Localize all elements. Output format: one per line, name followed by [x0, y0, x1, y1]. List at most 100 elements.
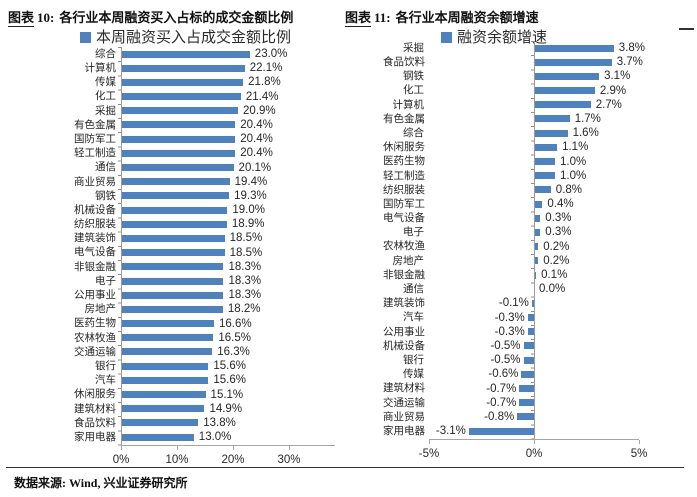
chart-row: 农林牧渔 0.2%: [383, 240, 697, 254]
value-label: 18.3%: [228, 275, 262, 287]
category-label: 交通运输: [383, 396, 425, 409]
row-plot: 20.4%: [121, 118, 335, 132]
value-label: 2.9%: [599, 84, 627, 97]
row-plot: 16.6%: [121, 317, 335, 331]
row-plot: -3.1%: [429, 424, 639, 438]
category-label: 银行: [95, 359, 116, 372]
row-plot: 16.5%: [121, 331, 335, 345]
value-label: 15.6%: [213, 374, 246, 387]
figure10-x-axis: 0% 10% 20% 30%: [113, 444, 335, 472]
value-label: 16.5%: [218, 331, 251, 344]
category-axis-line: [121, 47, 122, 445]
category-label: 国防军工: [74, 132, 116, 145]
bar: [534, 186, 551, 194]
legend-label: 本周融资买入占成交金额比例: [96, 29, 292, 46]
category-label: 机械设备: [74, 203, 116, 216]
value-label: 18.2%: [227, 303, 261, 316]
category-label: 综合: [95, 47, 116, 60]
value-label: 19.0%: [232, 204, 265, 217]
chart-row: 汽车 -0.3%: [383, 311, 697, 325]
x-tick-mark: [429, 439, 430, 444]
value-label: 1.1%: [562, 141, 589, 154]
bar: [121, 178, 230, 186]
category-label: 建筑材料: [383, 382, 425, 395]
value-label: 15.1%: [210, 388, 244, 401]
chart-figure11-financing-balance-growth: 融资余额增速 采掘 3.8% 食品饮料 3.7% 钢铁 3.1% 化工 2.9% 计算机 2.7%…: [383, 30, 697, 466]
x-tick-mark: [534, 439, 535, 444]
figure10-title: 图表 10: 各行业本周融资买入占标的成交金额比例: [8, 7, 294, 27]
bar: [517, 413, 534, 421]
figure10-title-number: 10:: [37, 10, 55, 25]
value-label: 21.4%: [245, 90, 279, 103]
legend-swatch-icon: [441, 32, 452, 43]
x-tick-label: 0%: [525, 447, 543, 460]
chart-row: 传媒 -0.6%: [383, 367, 697, 381]
chart-row: 房地产 0.2%: [383, 254, 697, 268]
chart-row: 采掘 3.8%: [383, 41, 697, 55]
value-label: 13.8%: [203, 416, 236, 429]
chart-row: 非银金融 0.1%: [383, 268, 697, 282]
category-label: 医药生物: [74, 317, 116, 330]
row-plot: 1.0%: [429, 155, 639, 169]
value-label: -0.3%: [494, 325, 525, 338]
figure11-title-number: 11:: [374, 10, 391, 25]
chart-row: 电气设备 18.5%: [36, 246, 341, 260]
chart-row: 钢铁 19.3%: [36, 189, 341, 203]
chart-row: 机械设备 -0.5%: [383, 339, 697, 353]
chart-row: 轻工制造 20.4%: [36, 146, 341, 160]
category-label: 汽车: [95, 374, 116, 387]
figure11-legend: 融资余额增速: [441, 30, 697, 45]
chart-row: 建筑装饰 -0.1%: [383, 296, 697, 310]
value-label: -0.3%: [494, 311, 525, 324]
row-plot: 18.3%: [121, 260, 335, 274]
row-plot: 18.2%: [121, 302, 335, 316]
chart-row: 化工 21.4%: [36, 90, 341, 104]
chart-row: 电气设备 0.3%: [383, 211, 697, 225]
legend-swatch-icon: [80, 32, 91, 43]
chart-row: 传媒 21.8%: [36, 75, 341, 89]
category-label: 化工: [403, 84, 424, 97]
figure11-plot-area: 采掘 3.8% 食品饮料 3.7% 钢铁 3.1% 化工 2.9% 计算机 2.7% 有色金属 1.7…: [383, 41, 697, 440]
bar: [519, 399, 534, 407]
bar: [534, 129, 568, 137]
row-plot: 20.4%: [121, 132, 335, 146]
row-plot: 15.6%: [121, 373, 335, 387]
category-label: 计算机: [392, 98, 425, 111]
row-plot: 21.8%: [121, 75, 335, 89]
category-label: 电气设备: [74, 246, 116, 259]
bar: [468, 427, 534, 435]
bar: [121, 362, 209, 370]
row-plot: 16.3%: [121, 345, 335, 359]
row-plot: 14.9%: [121, 402, 335, 416]
chart-row: 国防军工 20.4%: [36, 132, 341, 146]
value-label: 0.8%: [555, 183, 583, 196]
bar: [121, 220, 227, 228]
bar: [519, 385, 534, 392]
value-label: 0.2%: [543, 240, 570, 253]
category-label: 电气设备: [383, 212, 425, 225]
chart-row: 通信 20.1%: [36, 161, 341, 175]
chart-row: 食品饮料 3.7%: [383, 55, 697, 69]
chart-row: 建筑材料 -0.7%: [383, 382, 697, 396]
figure10-title-text: 各行业本周融资买入占标的成交金额比例: [59, 10, 294, 25]
row-plot: -0.7%: [429, 382, 639, 396]
row-plot: 18.9%: [121, 217, 335, 231]
value-label: 13.0%: [198, 431, 232, 444]
value-label: 1.7%: [574, 112, 601, 125]
chart-row: 休闲服务 1.1%: [383, 140, 697, 154]
category-label: 公用事业: [74, 289, 116, 302]
value-label: 1.0%: [560, 169, 587, 182]
category-label: 电子: [95, 274, 116, 287]
chart-row: 医药生物 1.0%: [383, 155, 697, 169]
category-label: 银行: [403, 353, 424, 366]
bar: [534, 200, 543, 208]
category-label: 轻工制造: [74, 147, 116, 160]
category-label: 通信: [403, 283, 424, 296]
chart-row: 医药生物 16.6%: [36, 317, 341, 331]
bar: [121, 249, 225, 257]
bar: [121, 164, 234, 171]
category-label: 化工: [95, 90, 116, 103]
bar: [534, 271, 537, 279]
row-plot: 18.3%: [121, 274, 335, 288]
chart-row: 公用事业 18.3%: [36, 288, 341, 302]
